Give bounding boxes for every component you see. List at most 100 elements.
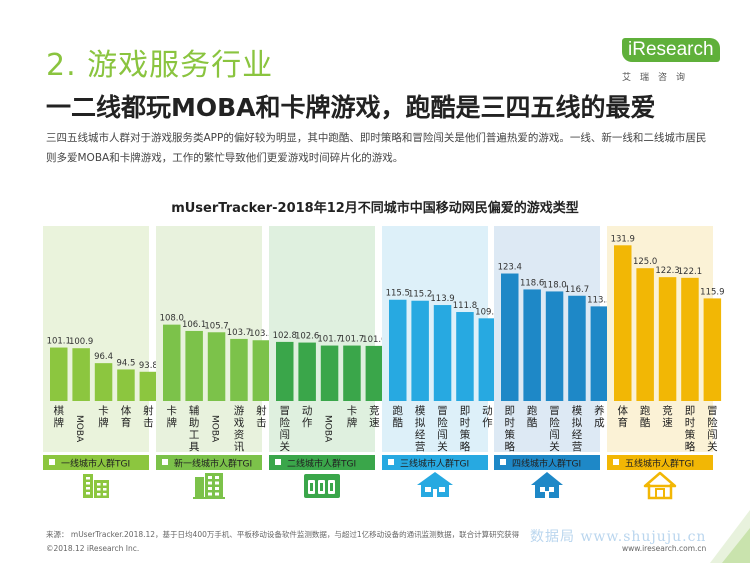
category-label: 模拟经营 bbox=[415, 405, 426, 453]
chart-bar bbox=[298, 342, 316, 401]
category-label: MOBA bbox=[210, 415, 220, 443]
iresearch-logo: iResearch 艾瑞咨询 bbox=[614, 38, 720, 88]
category-label: 竞速 bbox=[662, 404, 673, 429]
section-title: 2. 游戏服务行业 bbox=[46, 48, 274, 83]
legend-swatch bbox=[275, 459, 281, 465]
chart-bar bbox=[320, 345, 339, 401]
category-label: 卡牌 bbox=[347, 404, 358, 429]
category-label: MOBA bbox=[323, 415, 333, 443]
legend-bar bbox=[43, 455, 149, 470]
chart-bar bbox=[72, 348, 90, 401]
legend-swatch bbox=[613, 459, 619, 465]
category-label: 动作 bbox=[482, 405, 493, 429]
legend-label: 五线城市人群TGI bbox=[625, 458, 694, 470]
bar-value-label: 122.1 bbox=[678, 267, 702, 277]
legend-label: 三线城市人群TGI bbox=[400, 458, 469, 470]
chart-bar bbox=[276, 341, 294, 401]
category-label: 即时策略 bbox=[460, 405, 471, 453]
bar-value-label: 118.6 bbox=[520, 278, 544, 288]
legend-swatch bbox=[49, 459, 55, 465]
chart-bar bbox=[252, 340, 271, 401]
legend-bar bbox=[156, 455, 262, 470]
legend-label: 新一线城市人群TGI bbox=[174, 458, 252, 470]
copyright: ©2018.12 iResearch Inc. bbox=[46, 544, 140, 553]
bar-value-label: 102.6 bbox=[295, 332, 319, 342]
bar-value-label: 105.7 bbox=[204, 321, 228, 331]
category-label: 体育 bbox=[121, 405, 132, 429]
category-label: 冒险闯关 bbox=[437, 405, 448, 453]
legend-bar bbox=[269, 455, 375, 470]
bar-value-label: 100.9 bbox=[69, 337, 93, 347]
bar-value-label: 131.9 bbox=[611, 234, 635, 244]
chart-bar bbox=[636, 268, 654, 401]
chart-bar bbox=[117, 369, 135, 401]
category-label: 冒险闯关 bbox=[280, 405, 291, 453]
city-tier-icon bbox=[193, 473, 225, 499]
bar-value-label: 115.9 bbox=[700, 287, 724, 297]
bar-value-label: 101.7 bbox=[317, 335, 341, 345]
category-label: 卡牌 bbox=[98, 404, 109, 429]
legend-label: 一线城市人群TGI bbox=[61, 458, 130, 470]
city-tier-icon bbox=[417, 472, 453, 497]
city-tier-icon bbox=[531, 472, 563, 498]
source-note: 来源： mUserTracker.2018.12，基于日均400万手机、平板移动… bbox=[46, 530, 520, 539]
legend-swatch bbox=[162, 459, 168, 465]
corner-decoration bbox=[710, 510, 750, 563]
category-label: 竞速 bbox=[369, 404, 380, 429]
bar-value-label: 93.8 bbox=[139, 361, 158, 371]
logo-wordmark: iResearch bbox=[622, 38, 720, 62]
legend-swatch bbox=[388, 459, 394, 465]
chart-bar bbox=[365, 345, 384, 401]
bar-value-label: 103.3 bbox=[249, 329, 273, 339]
bar-value-label: 122.3 bbox=[655, 266, 679, 276]
chart-bar bbox=[230, 338, 248, 401]
bar-value-label: 109.9 bbox=[475, 307, 499, 317]
bar-value-label: 108.0 bbox=[160, 314, 184, 324]
bar-value-label: 113.5 bbox=[587, 295, 611, 305]
legend-swatch bbox=[500, 459, 506, 465]
legend-label: 四线城市人群TGI bbox=[512, 458, 581, 470]
chart-bar bbox=[163, 324, 181, 401]
bar-value-label: 123.4 bbox=[498, 263, 522, 273]
footer-url[interactable]: www.iresearch.com.cn bbox=[622, 544, 707, 553]
category-label: 动作 bbox=[302, 405, 313, 429]
category-label: 射击 bbox=[143, 404, 154, 429]
legend-bar bbox=[494, 455, 600, 470]
chart-bar bbox=[343, 345, 361, 401]
bar-value-label: 116.7 bbox=[565, 285, 589, 295]
chart-bar bbox=[139, 371, 158, 401]
category-label: 即时策略 bbox=[505, 405, 516, 453]
bar-value-label: 101.7 bbox=[340, 335, 364, 345]
category-label: 跑酷 bbox=[640, 404, 651, 429]
legend-bar bbox=[382, 455, 488, 470]
chart-bar bbox=[590, 306, 609, 401]
bar-value-label: 115.2 bbox=[408, 290, 432, 300]
category-label: 跑酷 bbox=[393, 404, 404, 429]
bar-value-label: 106.1 bbox=[182, 320, 206, 330]
category-label: 养成 bbox=[594, 404, 605, 429]
chart-bar bbox=[478, 318, 497, 401]
chart-bar bbox=[523, 289, 541, 401]
bar-value-label: 101.6 bbox=[362, 335, 386, 345]
bar-value-label: 113.9 bbox=[430, 294, 454, 304]
category-label: 棋牌 bbox=[54, 404, 65, 429]
group-background bbox=[269, 226, 375, 452]
bar-value-label: 118.0 bbox=[542, 280, 566, 290]
chart-bar bbox=[501, 273, 519, 401]
bar-value-label: 103.7 bbox=[227, 328, 251, 338]
chart-bar bbox=[433, 305, 452, 401]
bar-value-label: 111.8 bbox=[453, 301, 477, 311]
category-label: 冒险闯关 bbox=[707, 405, 718, 453]
category-label: 卡牌 bbox=[167, 404, 178, 429]
category-label: MOBA bbox=[74, 415, 84, 443]
category-label: 模拟经营 bbox=[572, 405, 583, 453]
chart-bar bbox=[94, 363, 113, 401]
chart-title: mUserTracker-2018年12月不同城市中国移动网民偏爱的游戏类型 bbox=[171, 201, 579, 216]
bar-value-label: 94.5 bbox=[116, 358, 135, 368]
chart-bar bbox=[411, 300, 429, 401]
page-title: 一二线都玩MOBA和卡牌游戏，跑酷是三四五线的最爱 bbox=[46, 93, 656, 122]
tgi-bar-chart: 101.1 棋牌 100.9 MOBA 96.4 卡牌 94.5 体育 93.8 射击一线城市人群… bbox=[43, 226, 725, 500]
city-tier-icon bbox=[304, 474, 340, 498]
bar-value-label: 125.0 bbox=[633, 257, 657, 267]
logo-subtitle: 艾瑞咨询 bbox=[622, 73, 695, 83]
